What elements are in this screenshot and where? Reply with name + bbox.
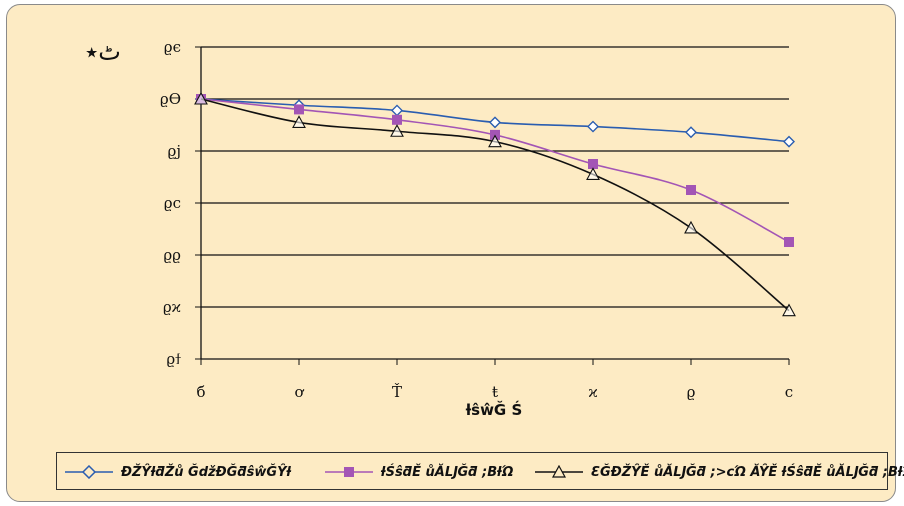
- data-point-triangle: [488, 134, 502, 148]
- data-point-triangle: [684, 220, 698, 234]
- x-tick-label: б: [196, 383, 205, 401]
- data-point-square: [392, 114, 402, 125]
- data-point-square: [686, 185, 696, 195]
- y-tick-label: ϱϴ: [160, 90, 181, 108]
- x-tick-label: ŧ: [492, 383, 498, 401]
- legend-marker-square: [325, 467, 373, 477]
- data-point-triangle: [782, 303, 796, 317]
- series-layer: [194, 91, 796, 317]
- data-point-diamond: [783, 135, 795, 148]
- data-point-triangle: [586, 167, 600, 180]
- data-point-triangle: [390, 124, 404, 137]
- y-tick-label: ϱϱ: [163, 246, 181, 264]
- y-tick-label: ϱϰ: [163, 298, 181, 316]
- legend-marker-diamond: [65, 465, 113, 479]
- y-tick-label: ϱj: [168, 142, 181, 160]
- x-tick-label: ϰ: [588, 383, 597, 401]
- legend: ĐŽŶƚƌŽů ĞǆƉĞƌŝŵĞŶƚ ƚŚŝƌĚ ůĂǇĞƌ ;BƚΏ ƐĞĐŽ…: [56, 452, 904, 491]
- x-tick-label: ϱ: [687, 383, 696, 401]
- x-tick-label: ơ: [294, 383, 304, 401]
- legend-label-second-and-third-layer: ƐĞĐŽŶĚ ůĂǇĞƌ ;>ϲΏ ĂŶĚ ƚŚŝƌĚ ůĂǇĞƌ ;BƚΏ: [591, 464, 904, 480]
- gridlines: [201, 46, 789, 308]
- legend-label-third-layer: ƚŚŝƌĚ ůĂǇĞƌ ;BƚΏ: [381, 464, 514, 480]
- data-point-square: [784, 237, 794, 247]
- x-axis-label: ƚŝŵĞ Ś: [466, 400, 523, 419]
- legend-label-control: ĐŽŶƚƌŽů ĞǆƉĞƌŝŵĞŶƚ: [121, 464, 292, 480]
- data-point-diamond: [391, 104, 403, 117]
- chart-area: [6, 4, 896, 502]
- data-point-square: [588, 159, 598, 169]
- data-point-square: [294, 104, 304, 115]
- data-point-diamond: [587, 120, 599, 133]
- y-tick-label: ϱϲ: [164, 194, 181, 212]
- legend-item-third-layer: ƚŚŝƌĚ ůĂǇĞƌ ;BƚΏ: [323, 453, 513, 491]
- x-tick-label: ϲ: [785, 383, 793, 401]
- legend-item-second-and-third-layer: ƐĞĐŽŶĚ ůĂǇĞƌ ;>ϲΏ ĂŶĚ ƚŚŝƌĚ ůĂǇĞƌ ;BƚΏ: [533, 453, 904, 491]
- legend-marker-triangle: [535, 465, 583, 478]
- data-point-diamond: [685, 126, 697, 139]
- y-axis-label: ٹ٭: [85, 38, 121, 66]
- data-point-triangle: [292, 115, 306, 128]
- data-point-diamond: [489, 116, 501, 129]
- x-tick-label: Ť: [392, 383, 402, 401]
- y-tick-label: ϱϵ: [164, 38, 181, 56]
- y-tick-label: ϱϯ: [166, 350, 181, 368]
- legend-item-control: ĐŽŶƚƌŽů ĞǆƉĞƌŝŵĞŶƚ: [63, 453, 291, 491]
- data-point-triangle: [194, 91, 208, 105]
